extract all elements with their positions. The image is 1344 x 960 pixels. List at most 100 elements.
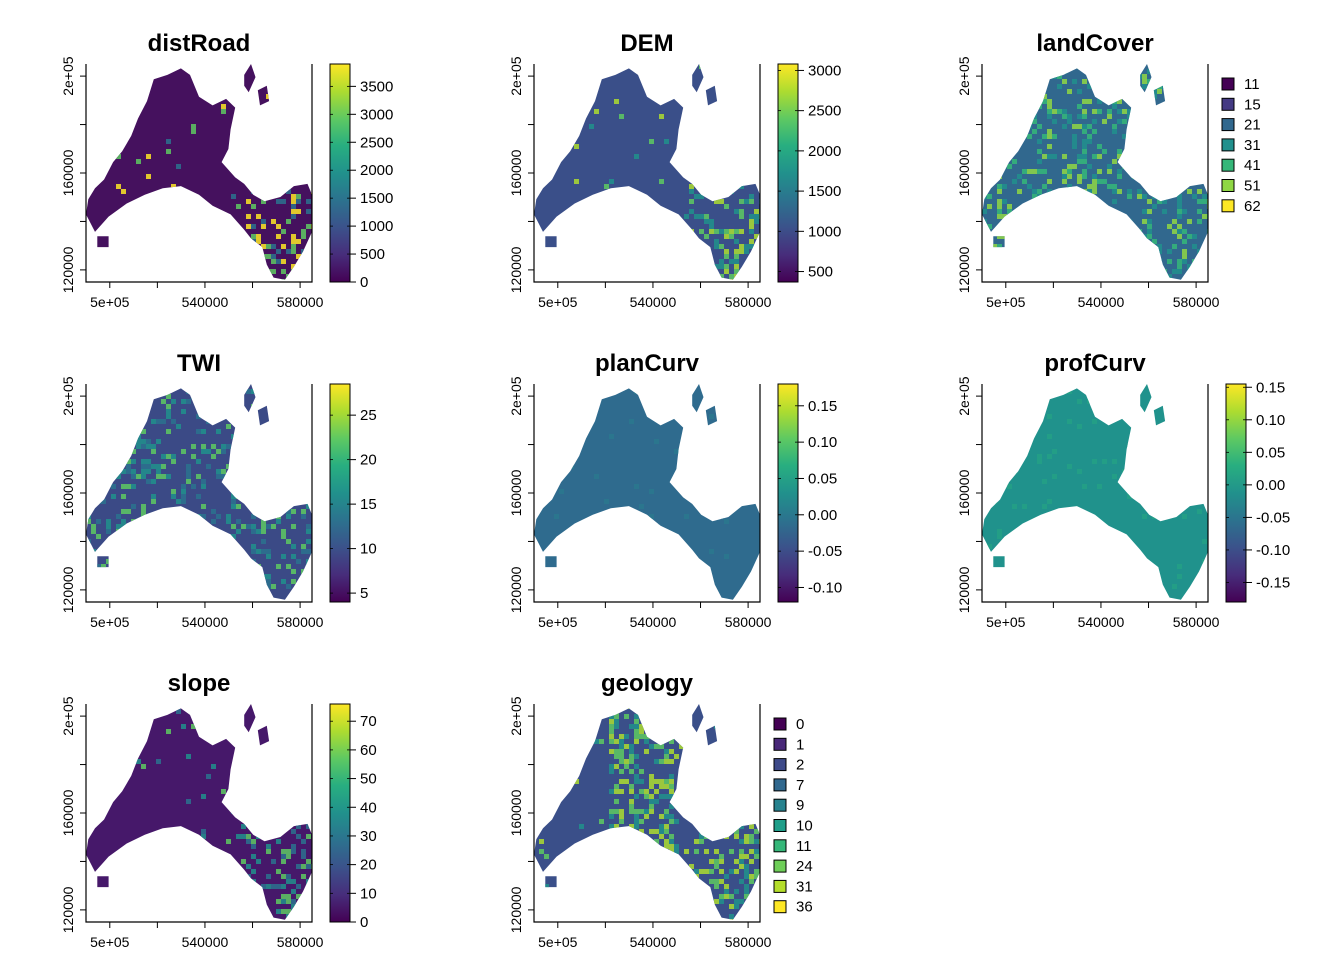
y-tick-label: 160000 [60,789,76,836]
y-tick-label: 120000 [508,246,524,293]
y-tick-label: 160000 [956,149,972,196]
legend-tick-label: -0.10 [808,579,842,596]
y-tick-label: 120000 [60,886,76,933]
x-tick-label: 540000 [182,294,229,310]
y-tick-label: 120000 [956,246,972,293]
raster-fill [982,64,1208,280]
legend-swatch [1221,97,1235,111]
legend-tick-label: 1000 [360,218,393,235]
legend-tick-label: 1500 [360,190,393,207]
raster-layer [534,384,760,600]
panel-distRoad: distRoad 5e+05 540000 580000 120000 160000 2e+… [60,30,393,310]
y-tick-label: 120000 [956,566,972,613]
legend-swatch [773,717,787,731]
legend-tick-label: 2500 [360,134,393,151]
legend-swatch [1221,118,1235,132]
x-tick-label: 580000 [1173,614,1220,630]
legend-label: 2 [796,757,804,774]
legend-tick-label: 0.10 [1256,412,1285,429]
raster-fill [982,384,1208,600]
raster-layer [86,704,312,920]
legend-tick-label: 1500 [808,183,841,200]
y-tick-label: 160000 [956,469,972,516]
legend-label: 51 [1244,178,1261,195]
raster-layer [86,64,312,280]
legend-tick-label: 500 [808,264,833,281]
legend-swatch [1221,158,1235,172]
legend-swatch [1221,77,1235,91]
raster-fill [534,384,760,600]
legend-label: 10 [796,818,813,835]
raster-layer [534,64,760,280]
legend-label: 62 [1244,198,1261,215]
x-tick-label: 580000 [725,614,772,630]
y-tick-label: 2e+05 [60,56,76,96]
y-tick-label: 2e+05 [60,696,76,736]
legend-label: 15 [1244,96,1261,113]
legend-tick-label: 0.15 [808,398,837,415]
legend-label: 31 [1244,137,1261,154]
legend-tick-label: 2000 [808,143,841,160]
y-tick-label: 2e+05 [508,696,524,736]
legend-tick-label: 10 [360,541,377,558]
legend-tick-label: 25 [360,407,377,424]
x-tick-label: 5e+05 [90,294,130,310]
y-tick-label: 2e+05 [60,376,76,416]
legend-swatch [773,839,787,853]
legend-tick-label: 20 [360,452,377,469]
legend-label: 31 [796,878,813,895]
panel-title: landCover [1036,30,1153,57]
legend-swatch [1221,179,1235,192]
legend-tick-label: -0.05 [1256,509,1290,526]
y-tick-label: 2e+05 [956,376,972,416]
legend-colorbar [1225,383,1247,603]
legend-tick-label: 0.05 [808,470,837,487]
legend-tick-label: 70 [360,713,377,730]
legend-tick-label: 50 [360,771,377,788]
legend-swatch [773,758,787,772]
x-tick-label: 5e+05 [538,294,578,310]
legend-label: 36 [796,899,813,916]
legend-swatch [773,798,787,812]
raster-fill [86,704,312,920]
x-tick-label: 5e+05 [90,934,130,950]
y-tick-label: 2e+05 [508,376,524,416]
legend-tick-label: 3000 [360,106,393,123]
legend-tick-label: 0.10 [808,434,837,451]
y-tick-label: 120000 [508,886,524,933]
legend-swatch [773,900,787,914]
raster-layer [534,704,760,920]
legend-swatch [773,778,787,792]
legend-tick-label: 30 [360,828,377,845]
panel-title: geology [601,670,694,697]
x-tick-label: 5e+05 [538,934,578,950]
legend-tick-label: 60 [360,742,377,759]
y-tick-label: 160000 [60,469,76,516]
raster-layer [982,384,1208,600]
legend-tick-label: 10 [360,885,377,902]
panel-slope: slope 5e+05 540000 580000 120000 160000 2e+05 0… [60,670,377,950]
x-tick-label: 540000 [630,934,677,950]
legend-tick-label: -0.15 [1256,574,1290,591]
legend-label: 9 [796,797,804,814]
legend-tick-label: 500 [360,246,385,263]
y-tick-label: 120000 [60,246,76,293]
legend-tick-label: 0 [360,914,368,931]
raster-layer [982,64,1208,280]
x-tick-label: 540000 [630,614,677,630]
panel-DEM: DEM 5e+05 540000 580000 120000 160000 2e+05 500… [508,30,841,310]
panel-title: slope [168,670,231,697]
legend-tick-label: 0 [360,274,368,291]
x-tick-label: 5e+05 [986,294,1026,310]
legend-swatch [773,737,787,751]
legend-label: 11 [796,838,812,855]
legend-tick-label: 40 [360,799,377,816]
x-tick-label: 540000 [182,614,229,630]
x-tick-label: 580000 [725,294,772,310]
panel-title: profCurv [1044,350,1146,377]
legend-label: 11 [1244,76,1260,93]
legend-tick-label: 3500 [360,78,393,95]
legend-tick-label: -0.10 [1256,542,1290,559]
panel-profCurv: profCurv 5e+05 540000 580000 120000 160000 2e+… [956,350,1290,630]
